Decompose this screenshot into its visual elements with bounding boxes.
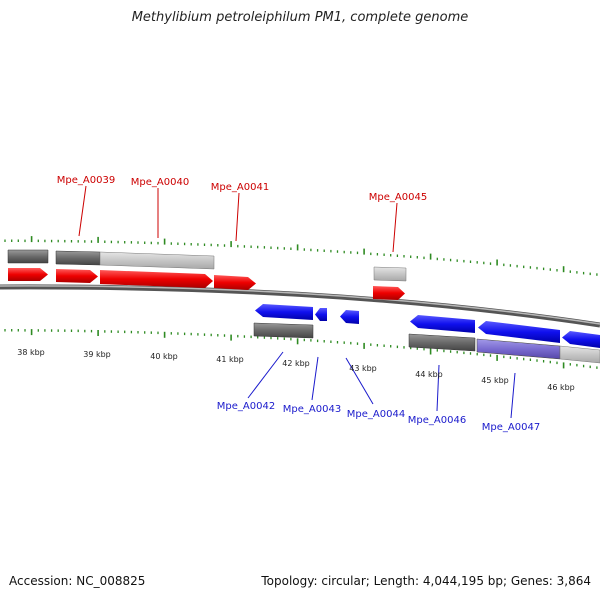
reverse-genes (255, 304, 600, 348)
accession-text: Accession: NC_008825 (9, 574, 146, 588)
feature-bar (476, 338, 561, 360)
gene-arrow-forward[interactable] (214, 275, 256, 290)
scale-label: 45 kbp (481, 376, 509, 385)
gene-label-mpe-a0039[interactable]: Mpe_A0039 (57, 175, 115, 186)
scale-label: 39 kbp (83, 350, 111, 359)
gene-label-mpe-a0044[interactable]: Mpe_A0044 (347, 409, 405, 420)
gene-arrow-reverse[interactable] (562, 331, 600, 348)
gene-label-mpe-a0046[interactable]: Mpe_A0046 (408, 415, 466, 426)
scale-labels: 38 kbp 39 kbp 40 kbp 41 kbp 42 kbp 43 kb… (17, 348, 575, 392)
feature-bar (55, 250, 101, 266)
gene-arrow-reverse[interactable] (340, 310, 359, 324)
scale-label: 38 kbp (17, 348, 45, 357)
forward-tick-row (4, 236, 598, 276)
scale-label: 42 kbp (282, 359, 310, 368)
gene-arrow-reverse[interactable] (255, 304, 313, 320)
scale-label: 43 kbp (349, 364, 377, 373)
feature-bar (99, 251, 215, 270)
genome-backbone (0, 284, 600, 328)
gene-arrow-forward[interactable] (373, 286, 405, 300)
gene-label-mpe-a0041[interactable]: Mpe_A0041 (211, 182, 269, 193)
forward-genes (8, 268, 405, 300)
gene-arrow-reverse[interactable] (478, 321, 560, 343)
reverse-tick-row (4, 329, 598, 369)
gene-label-mpe-a0042[interactable]: Mpe_A0042 (217, 401, 275, 412)
page-title: Methylibium petroleiphilum PM1, complete… (131, 10, 469, 25)
scale-label: 41 kbp (216, 355, 244, 364)
feature-bar (559, 345, 600, 364)
gene-arrow-forward[interactable] (8, 268, 48, 281)
gene-label-mpe-a0045[interactable]: Mpe_A0045 (369, 192, 427, 203)
gene-label-mpe-a0043[interactable]: Mpe_A0043 (283, 404, 341, 415)
reverse-feature-bars (253, 322, 600, 364)
topology-summary: Topology: circular; Length: 4,044,195 bp… (261, 574, 591, 588)
gene-arrow-reverse[interactable] (315, 308, 327, 321)
gene-arrow-forward[interactable] (100, 270, 213, 288)
scale-label: 44 kbp (415, 370, 443, 379)
scale-label: 40 kbp (150, 352, 178, 361)
feature-bar (253, 322, 314, 339)
gene-arrow-forward[interactable] (56, 269, 98, 283)
feature-bar (408, 333, 476, 352)
gene-label-mpe-a0040[interactable]: Mpe_A0040 (131, 177, 189, 188)
reverse-gene-labels: Mpe_A0042 Mpe_A0043 Mpe_A0044 Mpe_A0046 … (217, 351, 540, 433)
scale-label: 46 kbp (547, 383, 575, 392)
gene-arrow-reverse[interactable] (410, 315, 475, 333)
feature-bar (373, 266, 407, 282)
feature-bar (7, 249, 49, 264)
forward-feature-bars (7, 249, 407, 282)
gene-label-mpe-a0047[interactable]: Mpe_A0047 (482, 422, 540, 433)
forward-gene-labels: Mpe_A0039 Mpe_A0040 Mpe_A0041 Mpe_A0045 (57, 175, 427, 253)
